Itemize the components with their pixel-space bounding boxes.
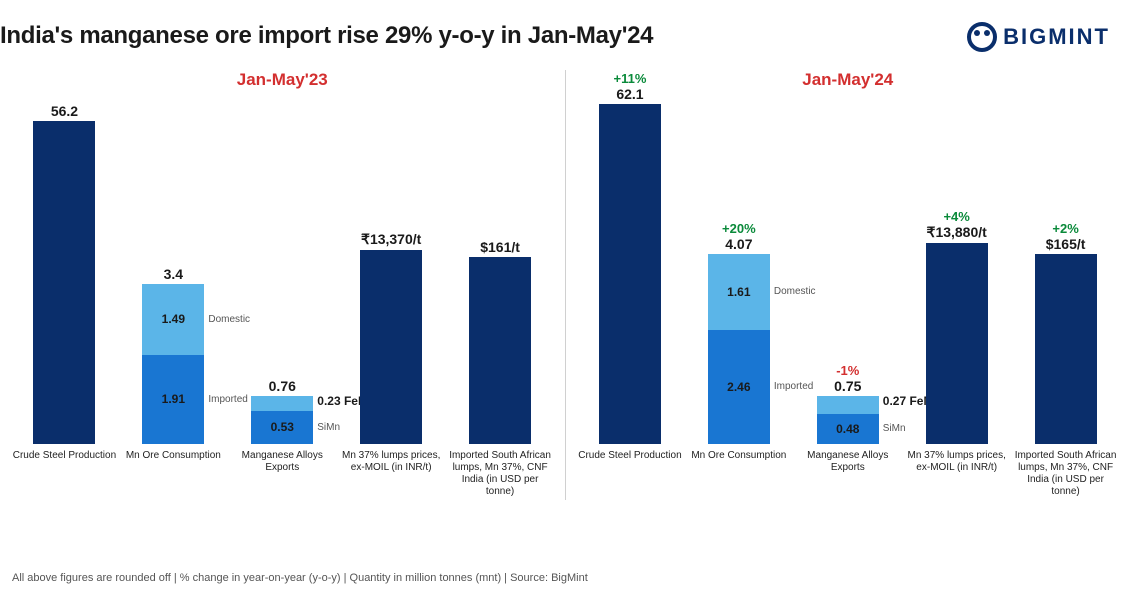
x-label: Imported South African lumps, Mn 37%, CN… bbox=[1013, 450, 1118, 498]
bar: 1.91Imported1.49Domestic bbox=[142, 284, 204, 444]
bar-value: 3.4 bbox=[164, 266, 183, 282]
segment-label: SiMn bbox=[317, 422, 340, 433]
x-label: Crude Steel Production bbox=[12, 450, 117, 498]
bar-label-stack: 0.76 bbox=[230, 378, 335, 394]
bar: 0.53SiMn0.23 FeMn bbox=[251, 396, 313, 444]
bar-segment: 1.61Domestic bbox=[708, 254, 770, 330]
bar-label-stack: +11%62.1 bbox=[578, 71, 683, 102]
bars-area: 56.23.41.91Imported1.49Domestic0.760.53S… bbox=[12, 104, 553, 444]
bar-segment: 0.53SiMn bbox=[251, 411, 313, 444]
bar-value: $161/t bbox=[480, 239, 520, 255]
bar-segment bbox=[926, 243, 988, 444]
bar-segment: 1.91Imported bbox=[142, 355, 204, 444]
pct-change: +20% bbox=[722, 221, 756, 236]
bar-value: ₹13,880/t bbox=[927, 224, 987, 241]
bar-value: $165/t bbox=[1046, 236, 1086, 252]
bar-slot: +20%4.072.46Imported1.61Domestic bbox=[686, 104, 791, 444]
x-label: Crude Steel Production bbox=[578, 450, 683, 498]
bar-segment: 2.46Imported bbox=[708, 330, 770, 444]
pct-change: +4% bbox=[943, 209, 969, 224]
bar-slot: -1%0.750.48SiMn0.27 FeMn bbox=[795, 104, 900, 444]
charts-container: Jan-May'23 56.2 3.4 1.91Imported1.49Domesti… bbox=[0, 70, 1130, 500]
bar-label-stack: +2%$165/t bbox=[1013, 221, 1118, 252]
bar-slot: +4%₹13,880/t bbox=[904, 104, 1009, 444]
bar bbox=[360, 250, 422, 444]
bar-segment bbox=[1035, 254, 1097, 444]
bar-segment bbox=[469, 257, 531, 444]
bar-segment: 1.49Domestic bbox=[142, 284, 204, 354]
brand-logo: BIGMINT bbox=[967, 22, 1110, 52]
bar-slot: ₹13,370/t bbox=[339, 104, 444, 444]
segment-value: 1.49 bbox=[162, 312, 185, 326]
panel-title: Jan-May'23 bbox=[12, 70, 553, 90]
bar-segment bbox=[599, 104, 661, 444]
bar-label-stack: +4%₹13,880/t bbox=[904, 209, 1009, 241]
bar-value: 0.76 bbox=[269, 378, 296, 394]
page-title: India's manganese ore import rise 29% y-… bbox=[0, 22, 653, 50]
x-label: Mn Ore Consumption bbox=[121, 450, 226, 498]
chart-panel: Jan-May'23 56.2 3.4 1.91Imported1.49Domesti… bbox=[0, 70, 565, 500]
bar bbox=[926, 243, 988, 444]
bar-slot: $161/t bbox=[448, 104, 553, 444]
x-axis: Crude Steel ProductionMn Ore Consumption… bbox=[12, 450, 553, 498]
bar bbox=[33, 121, 95, 444]
bar-segment: 0.48SiMn bbox=[817, 414, 879, 444]
logo-icon bbox=[967, 22, 997, 52]
bar-slot: 3.4 1.91Imported1.49Domestic bbox=[121, 104, 226, 444]
bar-slot: +11%62.1 bbox=[578, 104, 683, 444]
segment-value: 0.48 bbox=[836, 422, 859, 436]
bar-slot: +2%$165/t bbox=[1013, 104, 1118, 444]
bar-segment: 0.27 FeMn bbox=[817, 396, 879, 413]
x-label: Manganese Alloys Exports bbox=[795, 450, 900, 498]
bar bbox=[1035, 254, 1097, 444]
bars-area: +11%62.1+20%4.072.46Imported1.61Domestic… bbox=[578, 104, 1119, 444]
pct-change: +11% bbox=[614, 71, 647, 86]
bar-value: ₹13,370/t bbox=[361, 231, 421, 248]
brand-name: BIGMINT bbox=[1003, 24, 1110, 50]
bar-label-stack: -1%0.75 bbox=[795, 363, 900, 394]
bar-value: 56.2 bbox=[51, 103, 78, 119]
segment-value: 0.53 bbox=[271, 420, 294, 434]
bar: 2.46Imported1.61Domestic bbox=[708, 254, 770, 444]
segment-label: SiMn bbox=[883, 423, 906, 434]
x-label: Manganese Alloys Exports bbox=[230, 450, 335, 498]
bar-value: 0.75 bbox=[834, 378, 861, 394]
x-label: Mn 37% lumps prices, ex-MOIL (in INR/t) bbox=[339, 450, 444, 498]
segment-value: 1.61 bbox=[727, 285, 750, 299]
pct-change: -1% bbox=[836, 363, 859, 378]
footer-note: All above figures are rounded off | % ch… bbox=[12, 572, 588, 584]
bar-label-stack: $161/t bbox=[448, 239, 553, 255]
bar-slot: 0.76 0.53SiMn0.23 FeMn bbox=[230, 104, 335, 444]
bar-value: 4.07 bbox=[725, 236, 752, 252]
segment-value: 2.46 bbox=[727, 380, 750, 394]
x-label: Mn 37% lumps prices, ex-MOIL (in INR/t) bbox=[904, 450, 1009, 498]
bar-slot: 56.2 bbox=[12, 104, 117, 444]
bar bbox=[469, 257, 531, 444]
bar: 0.48SiMn0.27 FeMn bbox=[817, 396, 879, 444]
pct-change: +2% bbox=[1052, 221, 1078, 236]
bar-label-stack: 3.4 bbox=[121, 266, 226, 282]
bar-segment: 0.23 FeMn bbox=[251, 396, 313, 410]
chart-panel: Jan-May'24+11%62.1+20%4.072.46Imported1.… bbox=[565, 70, 1130, 500]
bar-label-stack: ₹13,370/t bbox=[339, 231, 444, 248]
bar-segment bbox=[360, 250, 422, 444]
bar-value: 62.1 bbox=[616, 86, 643, 102]
bar-segment bbox=[33, 121, 95, 444]
x-axis: Crude Steel ProductionMn Ore Consumption… bbox=[578, 450, 1119, 498]
x-label: Mn Ore Consumption bbox=[686, 450, 791, 498]
bar bbox=[599, 104, 661, 444]
bar-label-stack: +20%4.07 bbox=[686, 221, 791, 252]
x-label: Imported South African lumps, Mn 37%, CN… bbox=[448, 450, 553, 498]
segment-value: 1.91 bbox=[162, 392, 185, 406]
header: India's manganese ore import rise 29% y-… bbox=[0, 0, 1130, 52]
bar-label-stack: 56.2 bbox=[12, 103, 117, 119]
